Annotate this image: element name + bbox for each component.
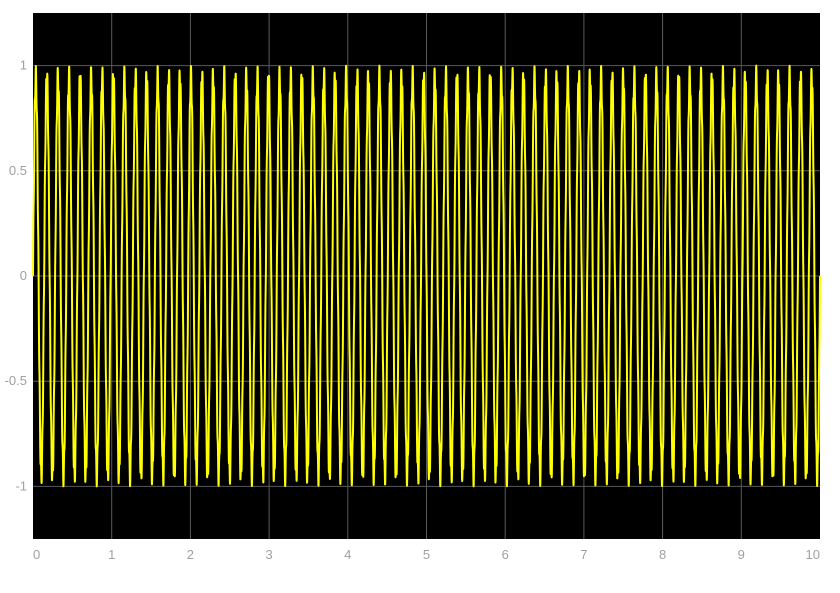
x-tick-label: 9 [738, 547, 745, 562]
x-tick-label: 10 [806, 547, 820, 562]
x-tick-label: 4 [344, 547, 351, 562]
y-tick-label: -0.5 [5, 373, 27, 388]
x-tick-label: 8 [659, 547, 666, 562]
trace-layer [32, 64, 821, 488]
y-axis-ticks: 1 0.5 0 -0.5 -1 [5, 58, 27, 494]
x-axis-ticks: 0 1 2 3 4 5 6 7 8 9 10 [33, 547, 820, 562]
x-tick-label: 1 [108, 547, 115, 562]
y-tick-label: 0 [20, 268, 27, 283]
x-tick-label: 0 [33, 547, 40, 562]
y-tick-label: 1 [20, 58, 27, 73]
signal-trace [32, 64, 821, 488]
x-tick-label: 3 [265, 547, 272, 562]
x-tick-label: 5 [423, 547, 430, 562]
x-tick-label: 7 [580, 547, 587, 562]
y-tick-label: 0.5 [9, 163, 27, 178]
x-tick-label: 2 [187, 547, 194, 562]
x-tick-label: 6 [502, 547, 509, 562]
y-tick-label: -1 [15, 478, 27, 493]
